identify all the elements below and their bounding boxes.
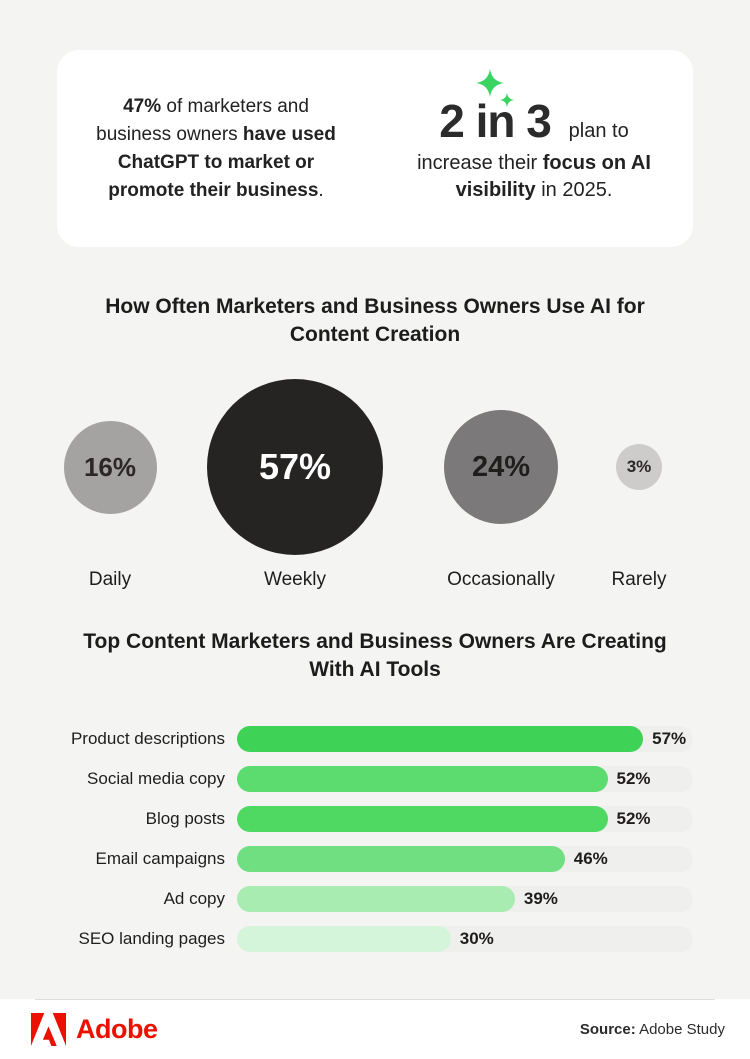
bar-fill — [237, 886, 515, 912]
adobe-logo-icon — [30, 1012, 67, 1046]
bubble-chart: 16% Daily 57% Weekly 24% Occasionally 3%… — [0, 379, 750, 591]
bar-row-blog-posts: Blog posts 52% — [57, 806, 693, 832]
bubble-rarely: 3% — [616, 444, 662, 490]
bubble-chart-title: How Often Marketers and Business Owners … — [105, 295, 645, 346]
stat-chatgpt-mid: of marketers and business owners — [96, 95, 309, 145]
bubble-label-occasionally: Occasionally — [447, 569, 555, 590]
stat-chatgpt-bold-rest: have used ChatGPT to market or promote t… — [108, 123, 336, 201]
source-text: Source: Adobe Study — [580, 1021, 725, 1038]
bubble-box: 16% — [10, 379, 210, 555]
stat-big-number: 2 in 3 — [439, 68, 562, 147]
stat-line2-pre: increase their — [417, 151, 543, 174]
bar-label: Ad copy — [163, 889, 225, 908]
source-label: Source: — [579, 1020, 636, 1038]
bar-label: Email campaigns — [95, 849, 225, 868]
bubble-label-weekly: Weekly — [264, 569, 326, 590]
bar-track: 52% — [237, 806, 693, 832]
stat-chatgpt-bold-intro: 47% — [123, 95, 162, 117]
bar-fill — [237, 926, 451, 952]
bubble-box: 57% — [195, 379, 395, 555]
bubble-label-rarely: Rarely — [611, 569, 667, 590]
bar-value: 52% — [616, 769, 651, 788]
bar-fill — [237, 846, 565, 872]
stat-big-line: 2 in 3 plan to — [381, 68, 687, 148]
bar-value: 39% — [523, 889, 558, 908]
bar-row-seo-landing-pages: SEO landing pages 30% — [57, 926, 693, 952]
bar-track: 46% — [237, 846, 693, 872]
bar-label: Social media copy — [87, 769, 225, 788]
stat-line2-post: in 2025. — [535, 178, 613, 201]
bubble-box: 3% — [539, 379, 739, 555]
bar-label: Product descriptions — [70, 729, 225, 748]
bar-label: Blog posts — [145, 809, 225, 828]
stat-big-number-text: 2 in 3 — [439, 94, 552, 147]
bar-fill — [237, 806, 608, 832]
bubble-col-rarely: 3% Rarely — [539, 379, 739, 591]
bar-value: 46% — [573, 849, 608, 868]
bar-chart: Product descriptions 57% Social media co… — [57, 726, 693, 966]
bubble-box: 24% — [401, 379, 601, 555]
stat-ai-visibility-block: 2 in 3 plan to increase their focus on A… — [381, 68, 687, 204]
bar-track: 57% — [237, 726, 693, 752]
stat-card: 47% of marketers and business owners hav… — [57, 50, 693, 247]
bar-row-ad-copy: Ad copy 39% — [57, 886, 693, 912]
stat-chatgpt-text: 47% of marketers and business owners hav… — [90, 93, 342, 205]
bar-row-social-media-copy: Social media copy 52% — [57, 766, 693, 792]
bar-track: 52% — [237, 766, 693, 792]
bubble-col-weekly: 57% Weekly — [195, 379, 395, 591]
stat-ai-visibility-text: increase their focus on AI visibility in… — [381, 150, 687, 204]
bubble-col-daily: 16% Daily — [10, 379, 210, 591]
bar-row-email-campaigns: Email campaigns 46% — [57, 846, 693, 872]
bar-value: 52% — [616, 809, 651, 828]
sparkle-icon — [476, 68, 515, 107]
stat-chatgpt-period: . — [318, 179, 324, 201]
stat-after-big: plan to — [568, 119, 629, 142]
bubble-col-occasionally: 24% Occasionally — [401, 379, 601, 591]
bar-value: 30% — [459, 929, 494, 948]
bubble-occasionally: 24% — [444, 410, 558, 524]
bar-fill — [237, 726, 644, 752]
bar-label: SEO landing pages — [78, 929, 226, 948]
bar-value: 57% — [652, 729, 687, 748]
bar-chart-title: Top Content Marketers and Business Owner… — [83, 630, 667, 681]
bar-track: 30% — [237, 926, 693, 952]
footer-inner: Adobe Source: Adobe Study — [0, 999, 750, 1059]
bubble-daily: 16% — [63, 420, 157, 514]
footer: Adobe Source: Adobe Study — [0, 999, 750, 1059]
bubble-label-daily: Daily — [88, 569, 132, 590]
bar-fill — [237, 766, 608, 792]
bar-row-product-descriptions: Product descriptions 57% — [57, 726, 693, 752]
bubble-weekly: 57% — [207, 379, 383, 555]
stat-ai-visibility: 2 in 3 plan to increase their focus on A… — [375, 68, 693, 204]
bar-track: 39% — [237, 886, 693, 912]
adobe-wordmark: Adobe — [76, 1013, 158, 1044]
source-value: Adobe Study — [635, 1020, 725, 1038]
stat-chatgpt: 47% of marketers and business owners hav… — [57, 93, 375, 205]
stat-line2-bold: focus on AI visibility — [455, 151, 651, 201]
adobe-logo: Adobe — [30, 1012, 158, 1046]
